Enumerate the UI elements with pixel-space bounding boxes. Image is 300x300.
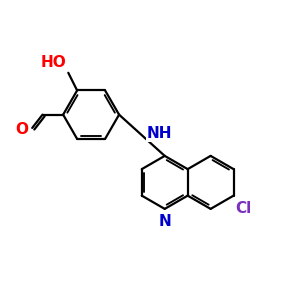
- Text: O: O: [16, 122, 29, 137]
- Text: HO: HO: [41, 56, 67, 70]
- Text: Cl: Cl: [235, 201, 251, 216]
- Text: NH: NH: [146, 126, 172, 141]
- Text: N: N: [158, 214, 171, 229]
